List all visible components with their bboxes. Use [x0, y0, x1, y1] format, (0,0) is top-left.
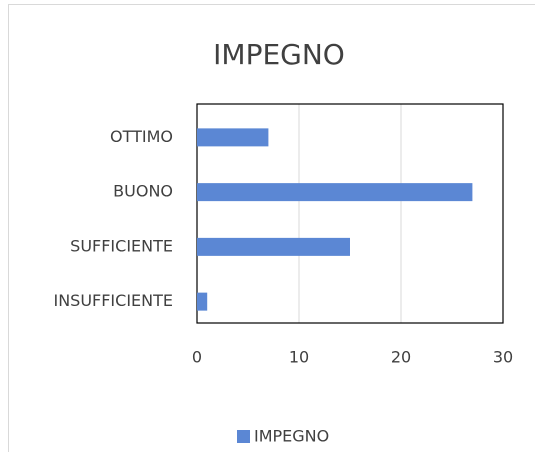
x-tick-label: 0	[192, 348, 202, 367]
bar	[197, 183, 473, 202]
y-tick-label: INSUFFICIENTE	[53, 291, 173, 310]
bar	[197, 292, 208, 311]
bar	[197, 237, 350, 256]
x-tick-label: 20	[391, 348, 411, 367]
chart-title: IMPEGNO	[213, 38, 345, 71]
x-tick-label: 30	[493, 348, 513, 367]
bar	[197, 128, 269, 147]
y-tick-label: BUONO	[113, 182, 173, 201]
legend-swatch	[237, 430, 250, 443]
plot-frame	[196, 103, 504, 324]
y-tick-label: OTTIMO	[110, 127, 173, 146]
legend-label: IMPEGNO	[254, 427, 329, 446]
y-tick-label: SUFFICIENTE	[70, 236, 173, 255]
x-tick-label: 10	[289, 348, 309, 367]
chart-frame	[8, 4, 535, 452]
